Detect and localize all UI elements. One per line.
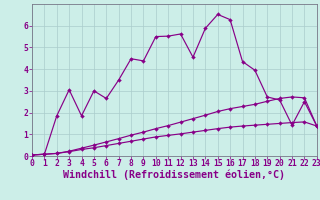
X-axis label: Windchill (Refroidissement éolien,°C): Windchill (Refroidissement éolien,°C) <box>63 170 285 180</box>
